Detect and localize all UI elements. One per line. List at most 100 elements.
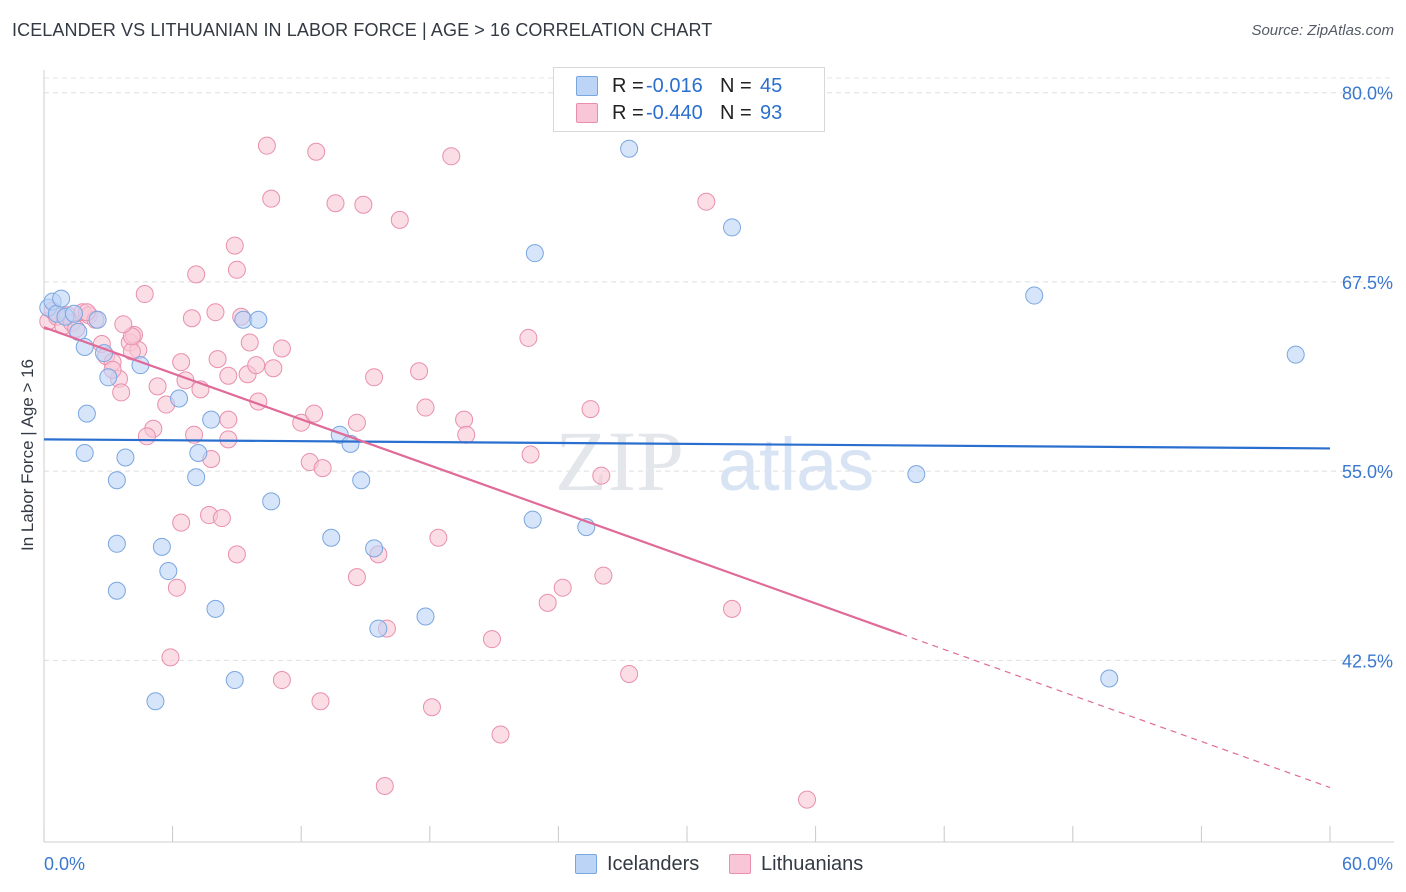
- icelander-point: [107, 534, 126, 553]
- lithuanian-point: [347, 568, 366, 587]
- lithuanian-point: [172, 513, 191, 532]
- lithuanian-point: [354, 195, 373, 214]
- trend-line-lithuanians: [43, 326, 902, 636]
- icelander-point: [170, 389, 189, 408]
- series-lithuanians-points: [39, 136, 817, 809]
- lithuanian-point: [519, 328, 538, 347]
- icelander-point: [322, 528, 341, 547]
- legend-label-lithuanians: Lithuanians: [761, 852, 864, 875]
- lithuanian-point: [326, 194, 345, 213]
- lithuanian-point: [307, 142, 326, 161]
- lithuanian-point: [257, 136, 276, 155]
- lithuanian-point: [697, 192, 716, 211]
- lithuanian-point: [410, 362, 429, 381]
- icelander-point: [262, 492, 281, 511]
- lithuanian-point: [592, 466, 611, 485]
- legend-item-lithuanians[interactable]: Lithuanians: [729, 851, 863, 877]
- lithuanian-point: [187, 265, 206, 284]
- icelander-point: [249, 310, 268, 329]
- watermark-zip: ZIP: [555, 413, 684, 509]
- legend-row-icelanders[interactable]: R = -0.016 N = 45: [576, 73, 782, 99]
- lithuanian-point: [455, 410, 474, 429]
- icelander-point: [52, 289, 71, 308]
- icelander-point: [65, 304, 84, 323]
- y-tick-label: 55.0%: [1342, 462, 1393, 482]
- icelander-point: [75, 443, 94, 462]
- lithuanian-point: [347, 413, 366, 432]
- lithuanian-point: [219, 410, 238, 429]
- icelander-point: [1100, 669, 1119, 688]
- lithuanian-point: [272, 339, 291, 358]
- lithuanian-point: [521, 445, 540, 464]
- trend-lines: [43, 326, 1331, 789]
- lithuanian-point: [227, 545, 246, 564]
- icelanders-swatch: [576, 76, 598, 96]
- lithuanian-point: [538, 593, 557, 612]
- lithuanian-point: [172, 353, 191, 372]
- legend-row-lithuanians[interactable]: R = -0.440 N = 93: [576, 100, 782, 126]
- lithuanian-point: [272, 671, 291, 690]
- icelander-point: [116, 448, 135, 467]
- r-label: R =: [612, 101, 644, 124]
- watermark-atlas: atlas: [718, 423, 874, 506]
- x-tick-label: 60.0%: [1342, 854, 1393, 874]
- r-value: -0.440: [646, 101, 703, 124]
- legend-label-icelanders: Icelanders: [607, 852, 700, 875]
- icelander-point: [1286, 345, 1305, 364]
- correlation-legend: R = -0.016 N = 45 R = -0.440 N = 93: [553, 67, 825, 132]
- icelander-point: [206, 599, 225, 618]
- n-label: N =: [720, 74, 752, 97]
- icelander-point: [352, 471, 371, 490]
- icelander-point: [95, 344, 114, 363]
- legend-item-icelanders[interactable]: Icelanders: [575, 851, 699, 877]
- y-tick-label: 67.5%: [1342, 273, 1393, 293]
- lithuanian-point: [313, 459, 332, 478]
- icelander-point: [525, 244, 544, 263]
- lithuanian-point: [422, 698, 441, 717]
- axes: [43, 70, 1394, 843]
- n-value: 45: [760, 74, 783, 97]
- x-tick-labels: 0.0% 60.0%: [44, 854, 1393, 874]
- lithuanian-point: [185, 425, 204, 444]
- lithuanian-point: [135, 285, 154, 304]
- lithuanian-point: [365, 368, 384, 387]
- lithuanian-point: [262, 189, 281, 208]
- trend-extension-lithuanians: [901, 633, 1331, 789]
- lithuanian-point: [305, 404, 324, 423]
- y-tick-label: 42.5%: [1342, 651, 1393, 671]
- icelander-point: [88, 310, 107, 329]
- icelander-point: [202, 410, 221, 429]
- source-label[interactable]: Source: ZipAtlas.com: [1251, 22, 1394, 39]
- lithuanian-point: [182, 309, 201, 328]
- lithuanian-point: [375, 776, 394, 795]
- lithuanian-point: [620, 664, 639, 683]
- x-tick-label: 0.0%: [44, 854, 85, 874]
- lithuanians-swatch: [729, 854, 751, 874]
- trend-line-icelanders: [43, 438, 1331, 450]
- y-tick-labels: 80.0% 67.5% 55.0% 42.5%: [1342, 84, 1393, 672]
- icelander-point: [187, 468, 206, 487]
- lithuanian-point: [167, 578, 186, 597]
- lithuanian-point: [227, 260, 246, 279]
- n-label: N =: [720, 101, 752, 124]
- lithuanian-point: [219, 430, 238, 449]
- icelander-point: [159, 562, 178, 581]
- lithuanian-point: [390, 210, 409, 229]
- lithuanian-point: [212, 509, 231, 528]
- lithuanian-point: [206, 303, 225, 322]
- lithuanian-point: [491, 725, 510, 744]
- lithuanian-point: [798, 790, 817, 809]
- watermark: ZIP atlas: [555, 413, 874, 509]
- lithuanian-point: [208, 350, 227, 369]
- lithuanian-point: [148, 377, 167, 396]
- lithuanian-point: [723, 599, 742, 618]
- icelander-point: [225, 671, 244, 690]
- icelander-point: [1025, 286, 1044, 305]
- icelander-point: [107, 471, 126, 490]
- icelander-point: [416, 607, 435, 626]
- icelander-point: [77, 404, 96, 423]
- icelander-point: [99, 368, 118, 387]
- lithuanian-point: [219, 366, 238, 385]
- lithuanian-point: [482, 630, 501, 649]
